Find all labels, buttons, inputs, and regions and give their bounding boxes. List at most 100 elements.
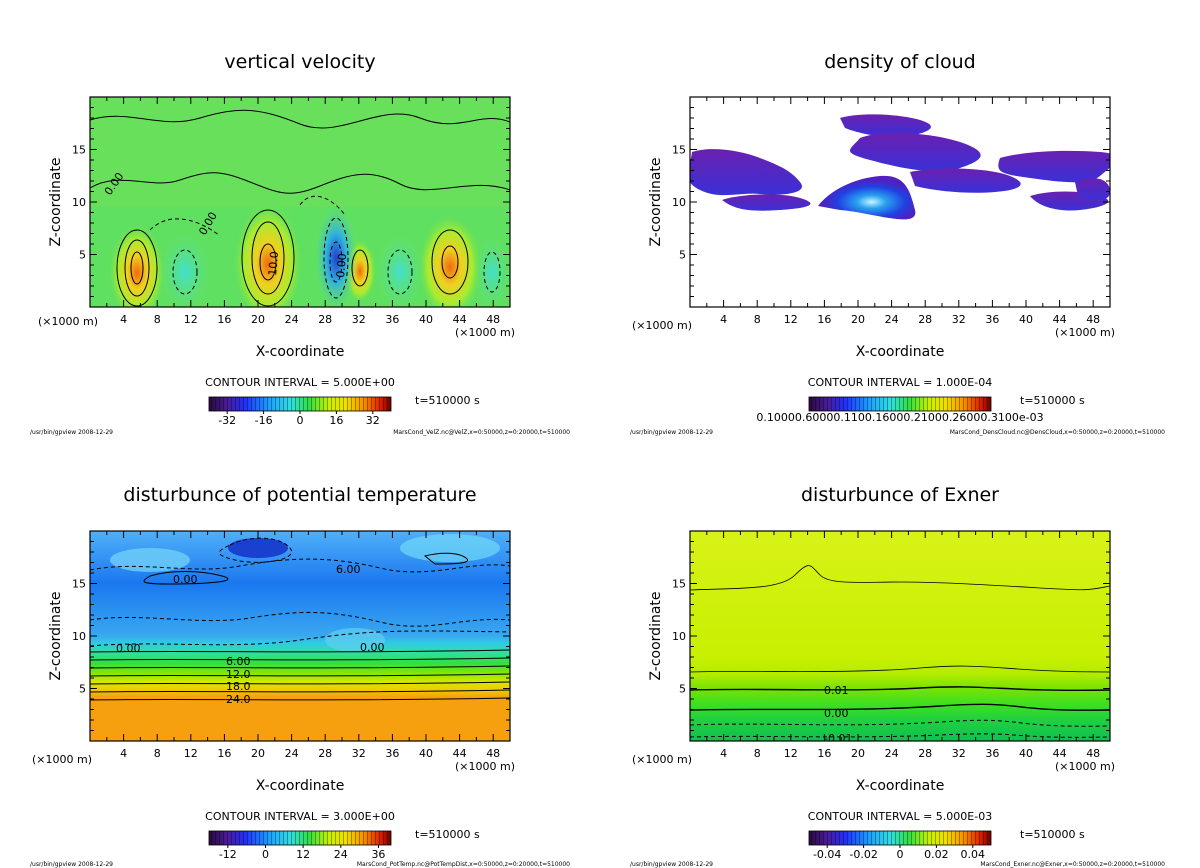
footer-right: MarsCond_VelZ.nc@VelZ,x=0:50000,z=0:2000… [393, 429, 570, 436]
x-tick-label: 20 [251, 313, 265, 326]
chart-title: density of cloud [824, 51, 976, 73]
x-tick-label: 4 [720, 747, 727, 760]
x-tick-label: 4 [120, 747, 127, 760]
contour-label: 24.0 [226, 693, 251, 706]
y-tick-label: 10 [672, 196, 686, 209]
x-tick-label: 48 [486, 313, 500, 326]
contour-interval: CONTOUR INTERVAL = 5.000E+00 [205, 376, 395, 389]
time-label: t=510000 s [415, 394, 480, 407]
colorbar-tick-labels: 0.10000.60000.1100.16000.21000.26000.310… [756, 411, 1043, 424]
footer-right: MarsCond_PotTemp.nc@PotTempDist,x=0:5000… [357, 861, 570, 868]
y-tick-label: 10 [72, 196, 86, 209]
panel-density-of-cloud: density of cloud 4 8 12 16 20 24 28 32 36 40 44 485… [630, 51, 1165, 436]
footer-left: /usr/bin/gpview 2008-12-29 [30, 861, 113, 868]
contour-interval: CONTOUR INTERVAL = 1.000E-04 [808, 376, 992, 389]
x-tick-label: 16 [217, 313, 231, 326]
contour-interval: CONTOUR INTERVAL = 3.000E+00 [205, 810, 395, 823]
contour-label: 0.00 [360, 641, 385, 654]
x-unit-label: (×1000 m) [632, 319, 692, 332]
x-tick-label: 12 [784, 747, 798, 760]
x-axis-label: X-coordinate [256, 344, 345, 360]
contour-label: 0.00 [173, 573, 198, 586]
contour-label: 0.00 [824, 707, 849, 720]
x-tick-label: 8 [154, 313, 161, 326]
y-axis-label: Z-coordinate [648, 157, 664, 246]
x-tick-label: 48 [486, 747, 500, 760]
colorbar-tick-label: 0.04 [961, 848, 986, 861]
footer-left: /usr/bin/gpview 2008-12-29 [630, 429, 713, 436]
contour-label: 6.00 [336, 563, 361, 576]
x-unit-label-right: (×1000 m) [1055, 760, 1115, 773]
colorbar-tick-label: 12 [296, 848, 310, 861]
x-tick-label: 48 [1086, 747, 1100, 760]
x-unit-label: (×1000 m) [632, 753, 692, 766]
y-tick-label: 15 [672, 578, 686, 591]
x-tick-label: 32 [352, 747, 366, 760]
x-tick-label: 32 [952, 313, 966, 326]
y-tick-label: 15 [72, 144, 86, 157]
contour-label: 10.0 [266, 251, 281, 277]
x-axis-label: X-coordinate [856, 344, 945, 360]
y-axis-label: Z-coordinate [48, 591, 64, 680]
y-tick-label: 10 [72, 630, 86, 643]
colorbar-tick-label: 36 [371, 848, 385, 861]
panel-potential-temperature: disturbunce of potential temperature [30, 484, 570, 868]
y-tick-label: 5 [679, 249, 686, 262]
colorbar-tick-label: -32 [218, 414, 236, 427]
x-tick-label: 24 [285, 747, 299, 760]
x-tick-label: 8 [754, 313, 761, 326]
colorbar-frame [208, 830, 392, 846]
x-tick-label: 36 [985, 313, 999, 326]
x-tick-label: 20 [851, 313, 865, 326]
x-unit-label-right: (×1000 m) [455, 760, 515, 773]
y-tick-label: 10 [672, 630, 686, 643]
x-tick-label: 4 [120, 313, 127, 326]
time-label: t=510000 s [415, 828, 480, 841]
x-tick-label: 12 [184, 747, 198, 760]
x-axis-label: X-coordinate [856, 778, 945, 794]
footer-right: MarsCond_DensCloud.nc@DensCloud,x=0:5000… [950, 429, 1165, 436]
x-tick-label: 20 [851, 747, 865, 760]
colorbar-tick-label: 0 [297, 414, 304, 427]
colorbar-frame [808, 396, 992, 412]
colorbar-tick-label: 16 [329, 414, 343, 427]
y-tick-label: 15 [72, 578, 86, 591]
x-unit-label-right: (×1000 m) [1055, 326, 1115, 339]
x-tick-label: 12 [184, 313, 198, 326]
contour-label: 6.00 [226, 655, 251, 668]
x-tick-label: 44 [1053, 747, 1067, 760]
x-tick-label: 28 [318, 747, 332, 760]
x-tick-label: 8 [154, 747, 161, 760]
x-tick-label: 36 [985, 747, 999, 760]
colorbar-tick-label: 24 [334, 848, 348, 861]
x-tick-label: 40 [1019, 747, 1033, 760]
panel-vertical-velocity: vertical velocity [30, 51, 570, 436]
x-tick-label: 16 [817, 747, 831, 760]
contour-label: 0.01 [824, 684, 849, 697]
x-tick-label: 36 [385, 313, 399, 326]
y-tick-label: 5 [79, 249, 86, 262]
plot-area: 0.01 0.00 -0.01 [690, 531, 1110, 741]
contour-label: 12.0 [226, 668, 251, 681]
time-label: t=510000 s [1020, 394, 1085, 407]
colorbar-frame [208, 396, 392, 412]
y-tick-label: 5 [79, 683, 86, 696]
x-tick-label: 24 [885, 313, 899, 326]
x-unit-label-right: (×1000 m) [455, 326, 515, 339]
x-tick-label: 28 [918, 747, 932, 760]
colorbar-tick-label: 32 [366, 414, 380, 427]
plot-area: 0.00 0.00 10.0 0.00 [90, 97, 510, 307]
x-unit-label: (×1000 m) [32, 753, 92, 766]
y-axis-label: Z-coordinate [48, 157, 64, 246]
plot-area: 0.00 0.00 0.00 6.00 6.00 12.0 18.0 24.0 [90, 531, 510, 741]
colorbar-frame [808, 830, 992, 846]
footer-left: /usr/bin/gpview 2008-12-29 [30, 429, 113, 436]
colorbar-tick-label: -16 [255, 414, 273, 427]
colorbar-tick-label: 0 [897, 848, 904, 861]
x-tick-label: 44 [453, 313, 467, 326]
colorbar-tick-label: 0.02 [924, 848, 949, 861]
x-tick-label: 16 [217, 747, 231, 760]
x-tick-label: 8 [754, 747, 761, 760]
